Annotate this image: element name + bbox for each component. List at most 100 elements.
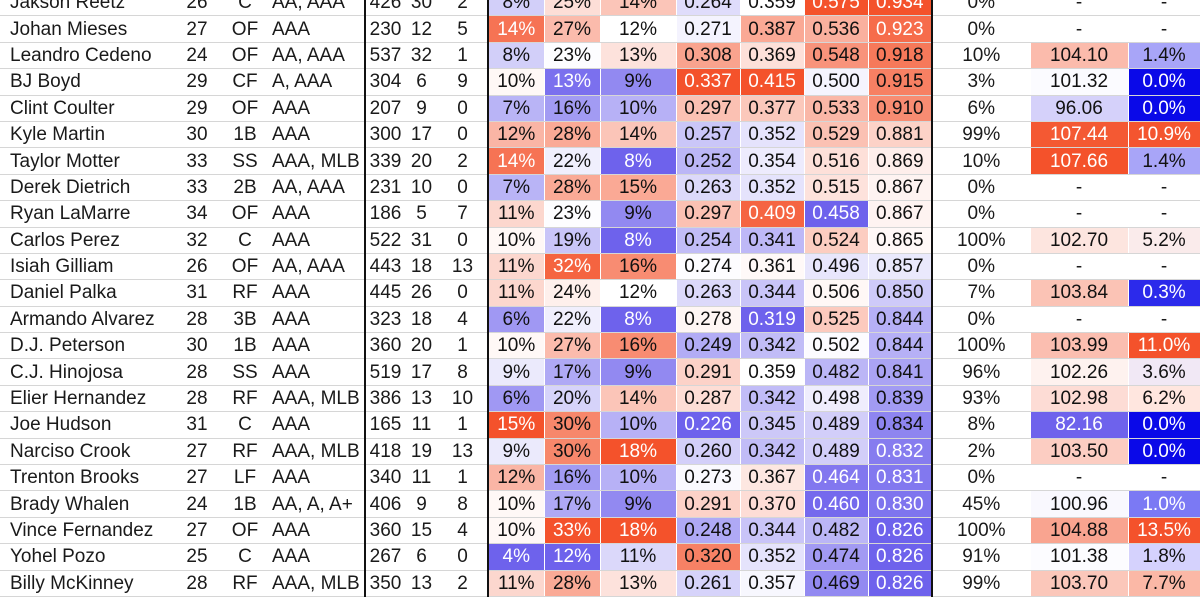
strikeout-rate: 25%	[544, 0, 601, 17]
player-age: 25	[172, 543, 222, 571]
player-position: C	[222, 0, 268, 17]
on-base-percentage: 0.370	[740, 490, 805, 518]
player-position: C	[222, 227, 268, 254]
player-levels: AAA	[268, 200, 366, 228]
player-levels: AAA	[268, 543, 366, 571]
plate-appearances: 323	[365, 306, 405, 334]
batting-average: 0.226	[676, 411, 741, 439]
on-base-percentage: 0.342	[740, 385, 805, 413]
home-runs: 19	[405, 438, 438, 466]
player-levels: AA, AAA	[268, 174, 366, 202]
player-levels: AAA, MLB	[268, 147, 366, 175]
batting-average: 0.263	[676, 279, 741, 307]
strikeout-rate: 27%	[544, 15, 601, 43]
strikeout-rate: 22%	[544, 306, 601, 334]
stolen-bases: 13	[438, 253, 489, 281]
score-value: -	[1030, 15, 1129, 43]
on-base-percentage: 0.341	[740, 227, 805, 254]
walk-rate: 14%	[488, 147, 545, 175]
slugging-percentage: 0.506	[804, 279, 869, 307]
probability-value: -	[1128, 200, 1200, 228]
pct-value: 45%	[932, 490, 1031, 518]
batting-average: 0.261	[676, 570, 741, 597]
walk-rate: 10%	[488, 227, 545, 254]
on-base-percentage: 0.342	[740, 438, 805, 466]
strikeout-rate: 17%	[544, 490, 601, 518]
player-age: 27	[172, 517, 222, 545]
ops-value: 0.865	[868, 227, 933, 254]
plate-appearances: 406	[365, 490, 405, 518]
player-levels: AAA	[268, 279, 366, 307]
pct-value: 99%	[932, 570, 1031, 597]
player-position: 2B	[222, 174, 268, 202]
batting-average: 0.291	[676, 358, 741, 386]
walk-rate: 9%	[488, 438, 545, 466]
walk-rate: 7%	[488, 95, 545, 122]
stolen-bases: 0	[438, 279, 489, 307]
slugging-percentage: 0.525	[804, 306, 869, 334]
score-value: 104.88	[1030, 517, 1129, 545]
player-name: Clint Coulter	[0, 95, 172, 122]
on-base-percentage: 0.342	[740, 332, 805, 360]
player-name: Johan Mieses	[0, 15, 172, 43]
score-value: 96.06	[1030, 95, 1129, 122]
home-runs: 18	[405, 253, 438, 281]
table-row: Yohel Pozo 25 C AAA 267 6 0 4% 12% 11% 0.320 0.352 0…	[0, 543, 1200, 571]
player-position: 1B	[222, 490, 268, 518]
ops-value: 0.830	[868, 490, 933, 518]
player-position: RF	[222, 385, 268, 413]
home-runs: 9	[405, 490, 438, 518]
table-row: Carlos Perez 32 C AAA 522 31 0 10% 19% 8% 0.254 0.3…	[0, 227, 1200, 254]
table-row: Ryan LaMarre 34 OF AAA 186 5 7 11% 23% 9% 0.297 0.4…	[0, 200, 1200, 228]
player-position: C	[222, 411, 268, 439]
player-age: 33	[172, 147, 222, 175]
player-age: 31	[172, 279, 222, 307]
table-row: Vince Fernandez 27 OF AAA 360 15 4 10% 33% 18% 0.2…	[0, 517, 1200, 545]
player-position: SS	[222, 358, 268, 386]
player-age: 34	[172, 200, 222, 228]
walk-rate: 10%	[488, 490, 545, 518]
table-row: Billy McKinney 28 RF AAA, MLB 350 13 2 11% 28% 13…	[0, 570, 1200, 597]
batting-average: 0.308	[676, 42, 741, 70]
home-runs: 13	[405, 385, 438, 413]
home-runs: 18	[405, 306, 438, 334]
walk-rate: 9%	[488, 358, 545, 386]
strikeout-rate: 30%	[544, 438, 601, 466]
player-age: 27	[172, 15, 222, 43]
pct-value: 3%	[932, 68, 1031, 96]
table-row: Brady Whalen 24 1B AA, A, A+ 406 9 8 10% 17% 9% 0.…	[0, 490, 1200, 518]
strikeout-rate: 12%	[544, 543, 601, 571]
on-base-percentage: 0.352	[740, 543, 805, 571]
plate-appearances: 267	[365, 543, 405, 571]
table-row: D.J. Peterson 30 1B AAA 360 20 1 10% 27% 16% 0.249…	[0, 332, 1200, 360]
stolen-bases: 2	[438, 147, 489, 175]
plate-appearances: 339	[365, 147, 405, 175]
home-runs: 11	[405, 411, 438, 439]
slugging-percentage: 0.529	[804, 121, 869, 149]
home-runs: 17	[405, 358, 438, 386]
player-age: 32	[172, 227, 222, 254]
ops-value: 0.918	[868, 42, 933, 70]
player-position: RF	[222, 438, 268, 466]
batting-average: 0.271	[676, 15, 741, 43]
table-row: Trenton Brooks 27 LF AAA 340 11 1 12% 16% 10% 0.27…	[0, 464, 1200, 492]
on-base-percentage: 0.415	[740, 68, 805, 96]
batting-average: 0.264	[676, 0, 741, 17]
player-name: Yohel Pozo	[0, 543, 172, 571]
table-row: Kyle Martin 30 1B AAA 300 17 0 12% 28% 14% 0.257 0.…	[0, 121, 1200, 149]
player-levels: AAA, MLB	[268, 385, 366, 413]
player-position: 3B	[222, 306, 268, 334]
plate-appearances: 522	[365, 227, 405, 254]
batting-average: 0.287	[676, 385, 741, 413]
player-position: 1B	[222, 332, 268, 360]
score-value: -	[1030, 253, 1129, 281]
home-runs: 30	[405, 0, 438, 17]
player-age: 24	[172, 42, 222, 70]
walk-rate: 6%	[488, 385, 545, 413]
home-runs: 20	[405, 147, 438, 175]
pct-value: 0%	[932, 15, 1031, 43]
player-levels: A, AAA	[268, 68, 366, 96]
player-position: C	[222, 543, 268, 571]
table-row: Joe Hudson 31 C AAA 165 11 1 15% 30% 10% 0.226 0.34…	[0, 411, 1200, 439]
player-name: Trenton Brooks	[0, 464, 172, 492]
